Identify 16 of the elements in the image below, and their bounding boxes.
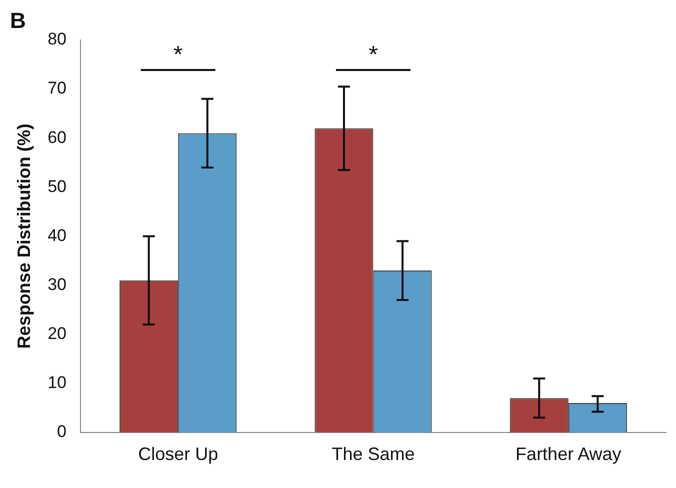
y-tick-label: 10 — [48, 373, 67, 392]
y-tick-label: 40 — [48, 226, 67, 245]
y-tick-label: 30 — [48, 274, 67, 294]
y-tick-label: 50 — [48, 176, 67, 196]
text: B — [10, 8, 26, 34]
y-tick-label: 20 — [48, 324, 67, 343]
x-tick-label: The Same — [332, 444, 415, 464]
y-tick-label: 0 — [57, 422, 67, 442]
x-tick-label: Farther Away — [516, 444, 622, 464]
y-tick-label: 60 — [48, 128, 67, 147]
x-tick-label: Closer Up — [138, 444, 218, 464]
annotation: * — [368, 42, 378, 69]
y-tick-label: 70 — [48, 78, 67, 98]
y-tick-label: 80 — [48, 30, 67, 49]
annotation: * — [173, 42, 183, 69]
y-axis-title: Response Distribution (%) — [14, 124, 34, 349]
